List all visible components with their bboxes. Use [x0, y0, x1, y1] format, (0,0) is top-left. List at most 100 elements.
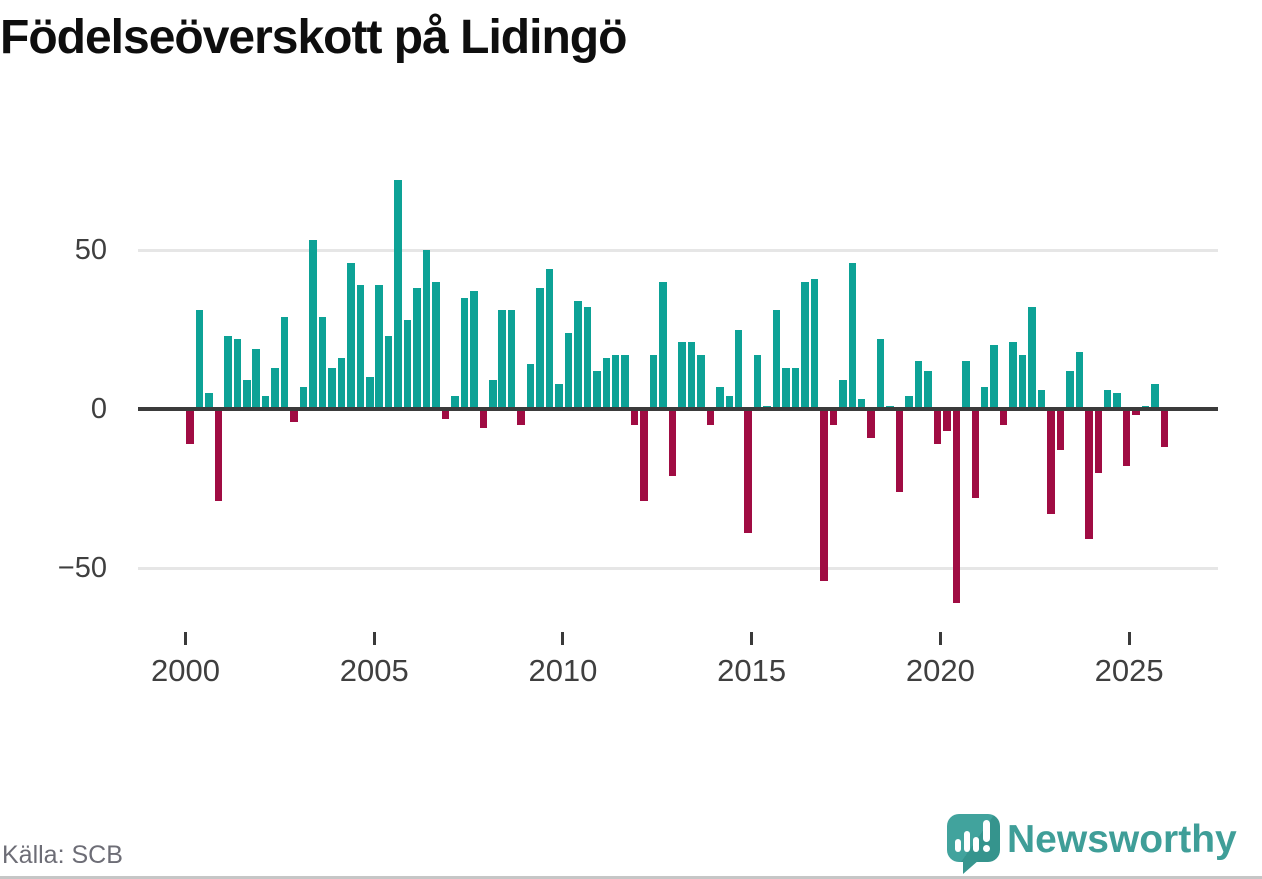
bar-2016-q3 — [810, 278, 819, 409]
bar-2017-q1 — [829, 409, 838, 425]
bar-2000-q4 — [214, 409, 223, 502]
bar-2012-q4 — [668, 409, 677, 476]
x-axis-label: 2000 — [151, 653, 220, 688]
bar-2021-q1 — [980, 386, 989, 409]
bar-2011-q4 — [630, 409, 639, 425]
bar-2007-q3 — [470, 291, 478, 409]
bar-2015-q3 — [772, 310, 781, 409]
bar-2023-q1 — [1056, 409, 1065, 451]
bar-2002-q1 — [261, 396, 270, 409]
bar-2002-q4 — [290, 409, 298, 422]
bar-2003-q3 — [318, 316, 327, 409]
newsworthy-logo: Newsworthy — [947, 814, 1259, 878]
bar-2007-q2 — [460, 297, 469, 409]
bar-2011-q3 — [621, 354, 629, 409]
bar-2012-q2 — [649, 354, 658, 409]
x-axis-tick — [372, 632, 376, 645]
bar-2015-q4 — [782, 367, 790, 409]
bar-2016-q1 — [791, 367, 800, 409]
bar-2004-q2 — [347, 262, 355, 409]
bar-2021-q2 — [990, 345, 998, 409]
speech-bubble-bar-chart-icon — [947, 814, 1000, 862]
bar-2005-q4 — [403, 319, 412, 409]
exclamation-dot-icon — [983, 845, 990, 852]
y-axis-label: 0 — [90, 393, 107, 425]
x-axis-tick — [561, 632, 565, 645]
bar-2018-q1 — [867, 409, 875, 438]
brand-wordmark: Newsworthy — [1007, 818, 1237, 861]
bar-2006-q4 — [441, 409, 450, 419]
bar-2020-q4 — [971, 409, 979, 499]
bar-2022-q2 — [1028, 307, 1036, 409]
bar-2000-q2 — [195, 310, 204, 409]
bar-2002-q3 — [280, 316, 289, 409]
bar-2017-q2 — [839, 380, 847, 409]
bar-2008-q1 — [489, 380, 497, 409]
bar-2006-q2 — [422, 250, 431, 409]
bar-2020-q3 — [962, 361, 970, 409]
zero-line — [138, 407, 1218, 411]
bar-2001-q3 — [243, 380, 251, 409]
bar-2010-q4 — [593, 370, 601, 409]
y-axis-label: 50 — [74, 234, 107, 266]
bar-2019-q2 — [914, 361, 923, 409]
source-label: Källa: SCB — [2, 841, 123, 869]
bar-2022-q4 — [1047, 409, 1055, 514]
bar-2017-q3 — [848, 262, 857, 409]
bar-2024-q1 — [1094, 409, 1102, 473]
bar-2003-q4 — [328, 367, 336, 409]
bar-2025-q4 — [1160, 409, 1169, 448]
bar-2017-q4 — [857, 399, 866, 409]
x-axis-label: 2025 — [1094, 653, 1164, 688]
bar-2013-q4 — [706, 409, 715, 425]
bottom-border — [0, 876, 1262, 879]
x-axis-tick — [1127, 632, 1131, 645]
bar-2008-q2 — [498, 310, 506, 409]
bar-2021-q3 — [999, 409, 1008, 425]
bar-2001-q4 — [252, 348, 260, 409]
bar-2021-q4 — [1009, 342, 1017, 409]
bar-2000-q3 — [205, 393, 213, 409]
bar-2006-q3 — [432, 281, 440, 409]
bar-2007-q4 — [479, 409, 488, 429]
bar-2000-q1 — [186, 409, 194, 444]
logo-bar-icon — [964, 831, 970, 852]
bar-2022-q1 — [1018, 354, 1027, 409]
logo-bar-icon — [973, 837, 979, 852]
x-axis-tick — [750, 632, 754, 645]
bar-2020-q1 — [943, 409, 951, 432]
bar-2004-q3 — [356, 284, 365, 409]
gridline — [138, 248, 1218, 252]
bar-2013-q3 — [697, 354, 705, 409]
x-axis-tick — [184, 632, 187, 645]
bar-2011-q1 — [602, 358, 611, 409]
gridline — [138, 566, 1218, 570]
bar-2003-q1 — [299, 386, 308, 409]
bar-2008-q4 — [517, 409, 525, 425]
bar-2008-q3 — [507, 310, 516, 409]
bar-2013-q2 — [687, 342, 696, 409]
bar-2022-q3 — [1037, 389, 1046, 409]
bar-2012-q3 — [659, 281, 667, 409]
x-axis-label: 2005 — [339, 653, 409, 688]
bar-2010-q2 — [574, 300, 582, 409]
bar-2020-q2 — [952, 409, 961, 603]
bar-2019-q1 — [905, 396, 913, 409]
bar-2005-q2 — [384, 335, 393, 409]
x-axis-label: 2015 — [717, 653, 787, 688]
bar-2024-q3 — [1113, 393, 1121, 409]
bar-2023-q3 — [1075, 351, 1084, 409]
bar-2014-q4 — [744, 409, 752, 534]
logo-bar-icon — [955, 839, 961, 852]
bar-2016-q4 — [820, 409, 828, 581]
bar-2001-q2 — [233, 339, 242, 409]
bar-2023-q2 — [1066, 370, 1074, 409]
bar-2004-q1 — [337, 358, 346, 409]
bar-2024-q4 — [1122, 409, 1131, 467]
bar-2005-q3 — [394, 180, 402, 409]
bar-2016-q2 — [801, 281, 809, 409]
bar-2011-q2 — [611, 354, 620, 409]
bar-2019-q3 — [924, 370, 932, 409]
